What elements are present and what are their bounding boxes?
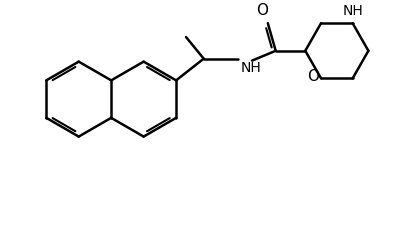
Text: O: O <box>256 3 268 18</box>
Text: NH: NH <box>342 4 363 18</box>
Text: O: O <box>307 69 319 84</box>
Text: NH: NH <box>240 61 261 75</box>
